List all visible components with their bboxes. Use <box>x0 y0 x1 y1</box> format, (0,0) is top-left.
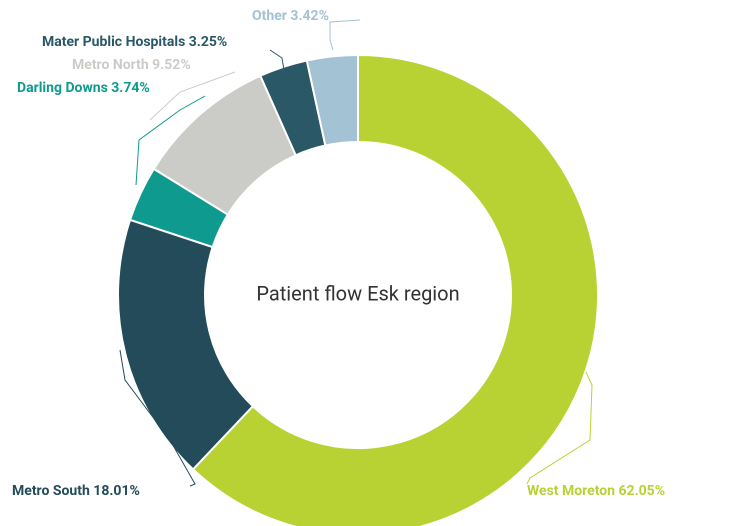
slice-label-name: Darling Downs <box>17 80 108 96</box>
slice-label: West Moreton 62.05% <box>527 483 665 499</box>
slice-label-name: Metro South <box>12 483 90 499</box>
slice-label: Metro South 18.01% <box>12 483 140 499</box>
slice-label-value: 3.25% <box>189 34 228 50</box>
slice-label-name: West Moreton <box>527 483 615 499</box>
leader-line <box>149 71 236 121</box>
slice-label-value: 3.42% <box>290 8 329 24</box>
slice-label-value: 18.01% <box>93 483 140 499</box>
slice-label-name: Metro North <box>72 57 149 73</box>
slice-label-name: Mater Public Hospitals <box>42 34 185 50</box>
leader-line <box>526 371 593 485</box>
slice-label-name: Other <box>252 8 287 24</box>
donut-slice <box>191 53 599 526</box>
slice-label-value: 3.74% <box>111 80 150 96</box>
slice-label-value: 62.05% <box>619 483 666 499</box>
leader-line <box>269 49 285 71</box>
slice-label-value: 9.52% <box>152 57 191 73</box>
slice-label: Metro North 9.52% <box>72 57 191 73</box>
donut-slice <box>117 218 255 471</box>
chart-title: Patient flow Esk region <box>256 281 459 305</box>
leader-line <box>329 19 361 51</box>
slice-label: Other 3.42% <box>252 8 329 24</box>
slice-label: Darling Downs 3.74% <box>17 80 150 96</box>
donut-slice <box>305 53 359 147</box>
slice-label: Mater Public Hospitals 3.25% <box>42 34 227 50</box>
leader-line <box>119 349 196 487</box>
leader-line <box>135 95 206 186</box>
